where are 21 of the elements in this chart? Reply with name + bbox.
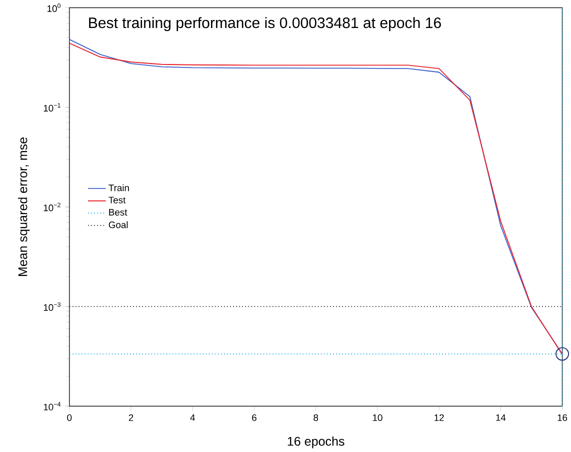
y-tick-label: 10$^{−3}$ <box>44 302 60 311</box>
legend-label: Train <box>108 184 129 192</box>
x-tick-label: 8 <box>314 414 318 422</box>
legend-label: Test <box>108 196 126 204</box>
text: Best training performance is 0.00033481 at epoch 16 <box>89 17 441 32</box>
x-axis-title: 16 epochs <box>288 436 344 448</box>
x-tick-label: 0 <box>67 414 72 422</box>
y-axis-title: Mean squared error, mse <box>18 138 30 276</box>
x-tick-label: 16 <box>558 414 568 422</box>
y-tick-label: 10$^{−2}$ <box>44 202 60 212</box>
x-tick-label: 10 <box>372 414 382 422</box>
y-tick-label: 10$^{−4}$ <box>44 402 61 411</box>
x-tick-label: 14 <box>496 414 506 421</box>
x-tick-label: 4 <box>190 414 195 421</box>
x-tick-label: 6 <box>252 414 256 422</box>
y-tick-label: 10$^{−1}$ <box>44 103 60 112</box>
x-tick-label: 2 <box>128 414 134 422</box>
x-tick-label: 12 <box>434 414 444 422</box>
y-tick-label: 10$^{0}$ <box>48 4 60 12</box>
legend-label: Best <box>109 209 128 216</box>
legend-label: Goal <box>108 221 128 228</box>
